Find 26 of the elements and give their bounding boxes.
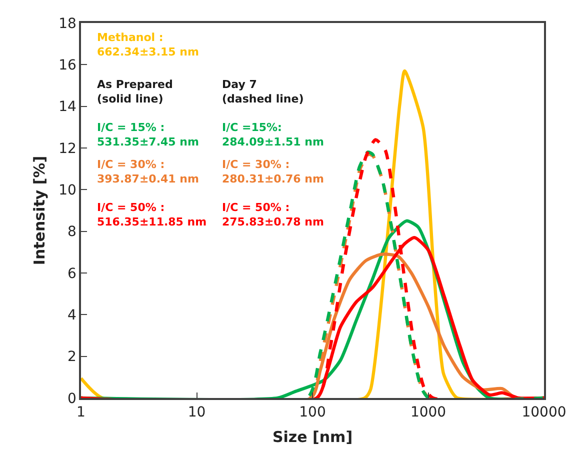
x-tick-label: 1 — [76, 404, 86, 421]
y-tick-label: 6 — [68, 266, 77, 282]
y-tick-label: 0 — [68, 390, 76, 407]
y-tick-label: 2 — [68, 349, 76, 366]
y-tick-label: 4 — [68, 308, 77, 324]
x-tick-label: 10 — [188, 404, 206, 421]
y-axis-title: Intensity [%] — [30, 156, 48, 266]
annotation: I/C =15%: 284.09±1.51 nm — [222, 121, 324, 148]
annotation: Day 7 (dashed line) — [222, 78, 304, 106]
annotation: I/C = 30% : 393.87±0.41 nm — [97, 158, 199, 186]
y-tick-label: 18 — [58, 16, 76, 32]
x-tick-label: 100 — [299, 404, 326, 421]
x-axis-title: Size [nm] — [272, 428, 353, 446]
x-tick-label: 1000 — [410, 404, 446, 421]
y-tick-label: 16 — [58, 58, 77, 74]
annotation: I/C = 30% : 280.31±0.76 nm — [222, 158, 324, 186]
annotation: I/C = 50% : 516.35±11.85 nm — [97, 201, 207, 228]
annotation: Methanol : 662.34±3.15 nm — [97, 31, 199, 58]
x-tick-label: 10000 — [522, 404, 566, 421]
annotation: As Prepared (solid line) — [97, 78, 173, 106]
y-tick-label: 8 — [68, 224, 76, 240]
annotation: I/C = 15% : 531.35±7.45 nm — [97, 121, 199, 148]
y-tick-label: 10 — [58, 182, 76, 199]
y-tick-label: 14 — [58, 99, 77, 116]
y-tick-label: 12 — [58, 140, 76, 157]
annotation: I/C = 50% : 275.83±0.78 nm — [222, 201, 324, 228]
